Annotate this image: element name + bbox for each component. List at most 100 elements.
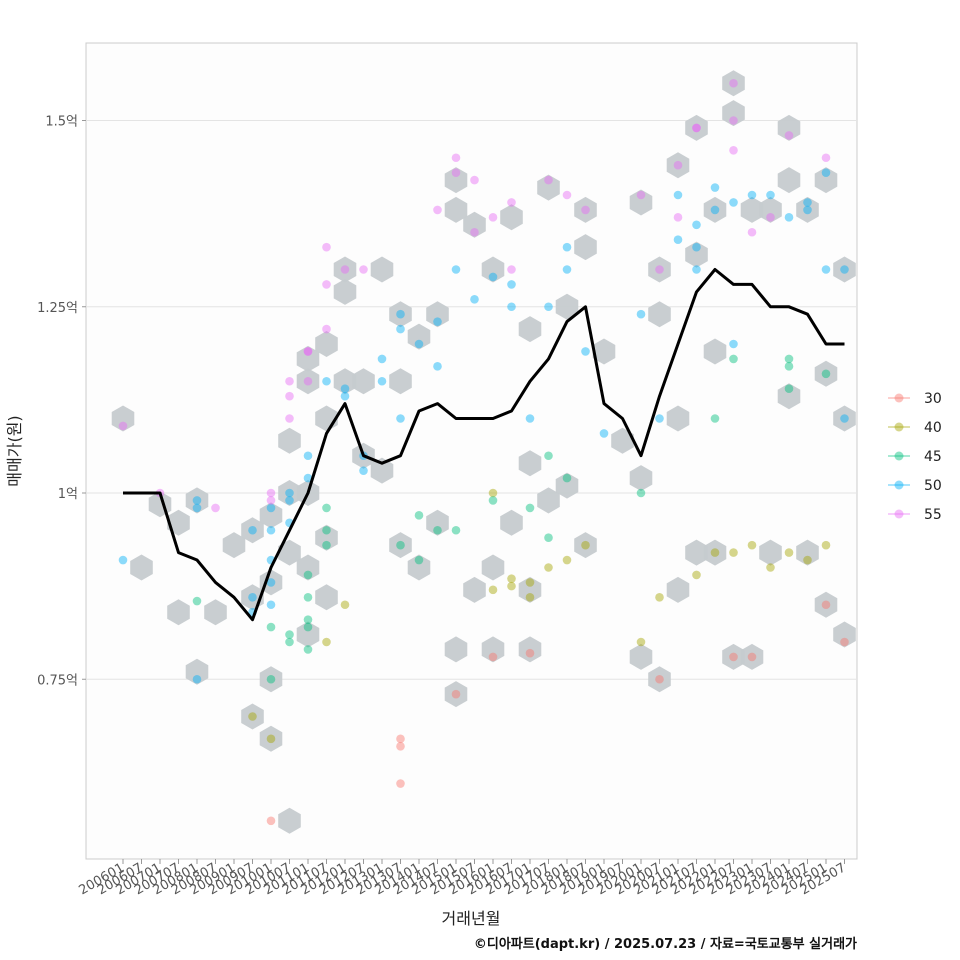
hexbin-cell [259,725,283,752]
data-point-50 [729,339,738,349]
data-point-40 [766,563,775,572]
data-point-50 [396,414,405,423]
hexbin-cell [722,643,745,670]
hexbin-cell [740,643,764,670]
hexbin-cell [426,509,449,536]
hexbin-cell [370,256,394,283]
data-point-40 [507,574,516,583]
hexbin-cell [574,196,597,223]
data-point-55 [451,168,461,177]
hexbin-cell [685,241,708,268]
data-point-55 [359,265,368,274]
data-point-50 [507,280,516,289]
hexbin-cell [759,539,782,566]
data-point-55 [692,123,701,133]
data-point-55 [562,190,572,200]
data-point-55 [692,123,701,133]
grid-lines [86,120,857,680]
hexbin-cell [703,196,727,223]
data-point-50 [784,213,794,222]
hexbin-cell [278,427,301,454]
data-point-55 [636,190,646,200]
data-point-50 [377,354,387,364]
hexbin-cell [315,331,338,357]
hexbin-cell [370,457,394,484]
hexbin-cell [167,509,190,536]
hexbin-cell [518,636,542,663]
data-point-30 [525,648,535,658]
hexbin-cell [833,621,856,648]
data-point-50 [433,362,442,371]
data-point-30 [840,637,849,647]
data-point-55 [266,488,276,498]
hexbin-cell [685,539,708,566]
data-point-45 [544,533,553,542]
data-point-45 [285,630,294,639]
hexbin-cell [833,405,856,432]
hexbin-cell [259,502,283,529]
hexbin-cell [592,338,616,365]
data-point-55 [766,213,775,222]
hexbin-cell [481,256,505,283]
data-point-40 [710,548,720,557]
data-point-45 [322,525,331,535]
hexbin-cell [407,323,431,350]
data-point-50 [562,242,572,252]
data-point-45 [414,511,424,520]
hexbin-cell [629,189,653,216]
caption: ©디아파트(dapt.kr) / 2025.07.23 / 자료=국토교통부 실… [474,936,857,952]
legend: 30 40 45 50 55 [888,391,942,523]
data-point-40 [692,570,701,580]
data-point-55 [322,280,331,289]
legend-label: 45 [924,449,942,465]
y-tick-label: 1.25억 [37,301,78,316]
hexbin-cell [648,301,671,328]
data-point-50 [747,190,757,200]
data-point-50 [285,496,294,505]
data-point-45 [285,637,294,647]
data-point-50 [433,317,442,326]
hexbin-cell [777,114,801,141]
data-point-50 [692,265,701,274]
data-point-40 [729,548,738,557]
data-point-55 [507,265,516,274]
data-point-50 [322,376,331,386]
hexbin-cell [426,301,449,328]
hexbin-cell [315,524,338,551]
data-point-55 [544,175,553,185]
data-point-45 [821,369,831,379]
legend-key-point [894,451,904,461]
data-point-30 [396,734,405,744]
data-point-50 [192,496,202,505]
data-point-55 [266,496,276,505]
data-point-50 [266,503,276,513]
data-point-50 [525,414,535,423]
data-point-55 [340,265,350,274]
data-point-50 [192,674,202,684]
hexbin-cell [537,487,560,514]
data-point-50 [673,190,683,200]
hexbin-cell [518,576,542,603]
data-point-50 [729,198,738,207]
data-point-45 [636,488,646,498]
data-point-55 [118,421,128,431]
y-tick-label: 1억 [58,487,78,502]
data-point-45 [266,674,276,684]
hexbin-cell [352,368,375,395]
data-point-50 [655,414,664,423]
hexbin-cell [481,636,505,663]
data-point-50 [821,265,831,274]
data-point-55 [285,414,294,423]
data-point-55 [303,376,313,386]
data-point-55 [322,324,331,334]
hexbin-cell [389,368,412,395]
data-point-55 [729,116,738,125]
data-point-55 [322,242,331,252]
hexbin-cell [777,167,801,194]
data-point-55 [507,198,516,207]
data-point-50 [673,235,683,244]
data-point-50 [118,555,128,565]
data-point-50 [396,309,405,319]
data-point-40 [803,555,812,565]
hexbin-cell [315,584,338,611]
